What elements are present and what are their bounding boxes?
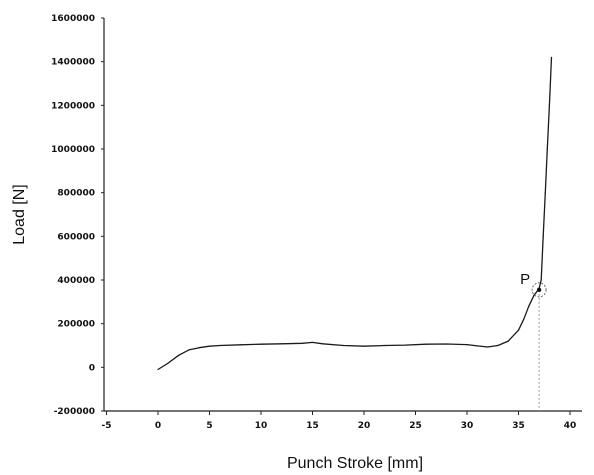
data-point [548, 104, 551, 106]
annotation-point [536, 287, 542, 293]
x-tick-label: 25 [409, 421, 422, 431]
data-point [425, 343, 427, 345]
data-point [533, 294, 535, 296]
x-tick-label: 10 [255, 421, 268, 431]
data-point [198, 347, 200, 349]
y-tick-label: 0 [89, 363, 95, 373]
y-tick-label: 200000 [57, 320, 95, 330]
data-point [466, 344, 468, 346]
x-axis-title: Punch Stroke [mm] [287, 455, 423, 472]
data-point [167, 362, 169, 364]
data-point [497, 344, 499, 347]
axes [103, 18, 582, 412]
data-point [311, 341, 314, 344]
annotation-circle [531, 282, 547, 298]
data-point [239, 344, 241, 346]
y-axis-title: Load [N] [11, 184, 28, 244]
x-tick-label: -5 [102, 421, 112, 431]
data-point [281, 343, 283, 345]
y-tick-label: 1000000 [51, 145, 95, 155]
data-point [178, 354, 180, 356]
data-point [523, 318, 525, 320]
data-point [546, 148, 548, 150]
data-point [219, 344, 221, 347]
data-point [342, 344, 344, 347]
y-tick-label: 400000 [57, 276, 95, 286]
x-tick-label: 5 [206, 421, 212, 431]
data-point [517, 329, 520, 331]
y-tick-label: -200000 [54, 407, 95, 417]
data-point [404, 344, 406, 346]
data-point [445, 343, 447, 345]
data-point [188, 349, 190, 351]
annotation-layer: P [520, 271, 547, 411]
data-point [544, 192, 546, 194]
x-tick-label: 0 [155, 421, 161, 431]
y-tick-label: 600000 [57, 232, 95, 242]
series-layer [157, 56, 553, 371]
tick-labels: -200000 0 200000 400000 600000 800000 1000000 1… [51, 14, 576, 431]
x-tick-label: 20 [358, 421, 371, 431]
data-point [476, 345, 478, 347]
y-tick-label: 800000 [57, 189, 95, 199]
data-point [507, 340, 509, 342]
data-point [487, 346, 489, 348]
data-point [550, 56, 553, 58]
data-point [363, 345, 365, 347]
data-point [322, 343, 324, 345]
y-tick-label: 1600000 [51, 14, 95, 24]
data-point [528, 305, 530, 307]
data-point [301, 342, 303, 344]
data-point [157, 368, 159, 371]
x-tick-label: 40 [564, 421, 577, 431]
x-tick-label: 35 [512, 421, 525, 431]
x-tick-label: 30 [461, 421, 474, 431]
data-point [384, 344, 386, 347]
series-line [157, 57, 553, 371]
data-point [540, 279, 542, 281]
y-tick-label: 1200000 [51, 101, 95, 111]
annotation-label: P [520, 271, 530, 288]
data-point [208, 345, 211, 347]
data-point [542, 235, 544, 237]
data-point [260, 343, 262, 345]
x-tick-label: 15 [306, 421, 319, 431]
y-tick-label: 1400000 [51, 58, 95, 68]
